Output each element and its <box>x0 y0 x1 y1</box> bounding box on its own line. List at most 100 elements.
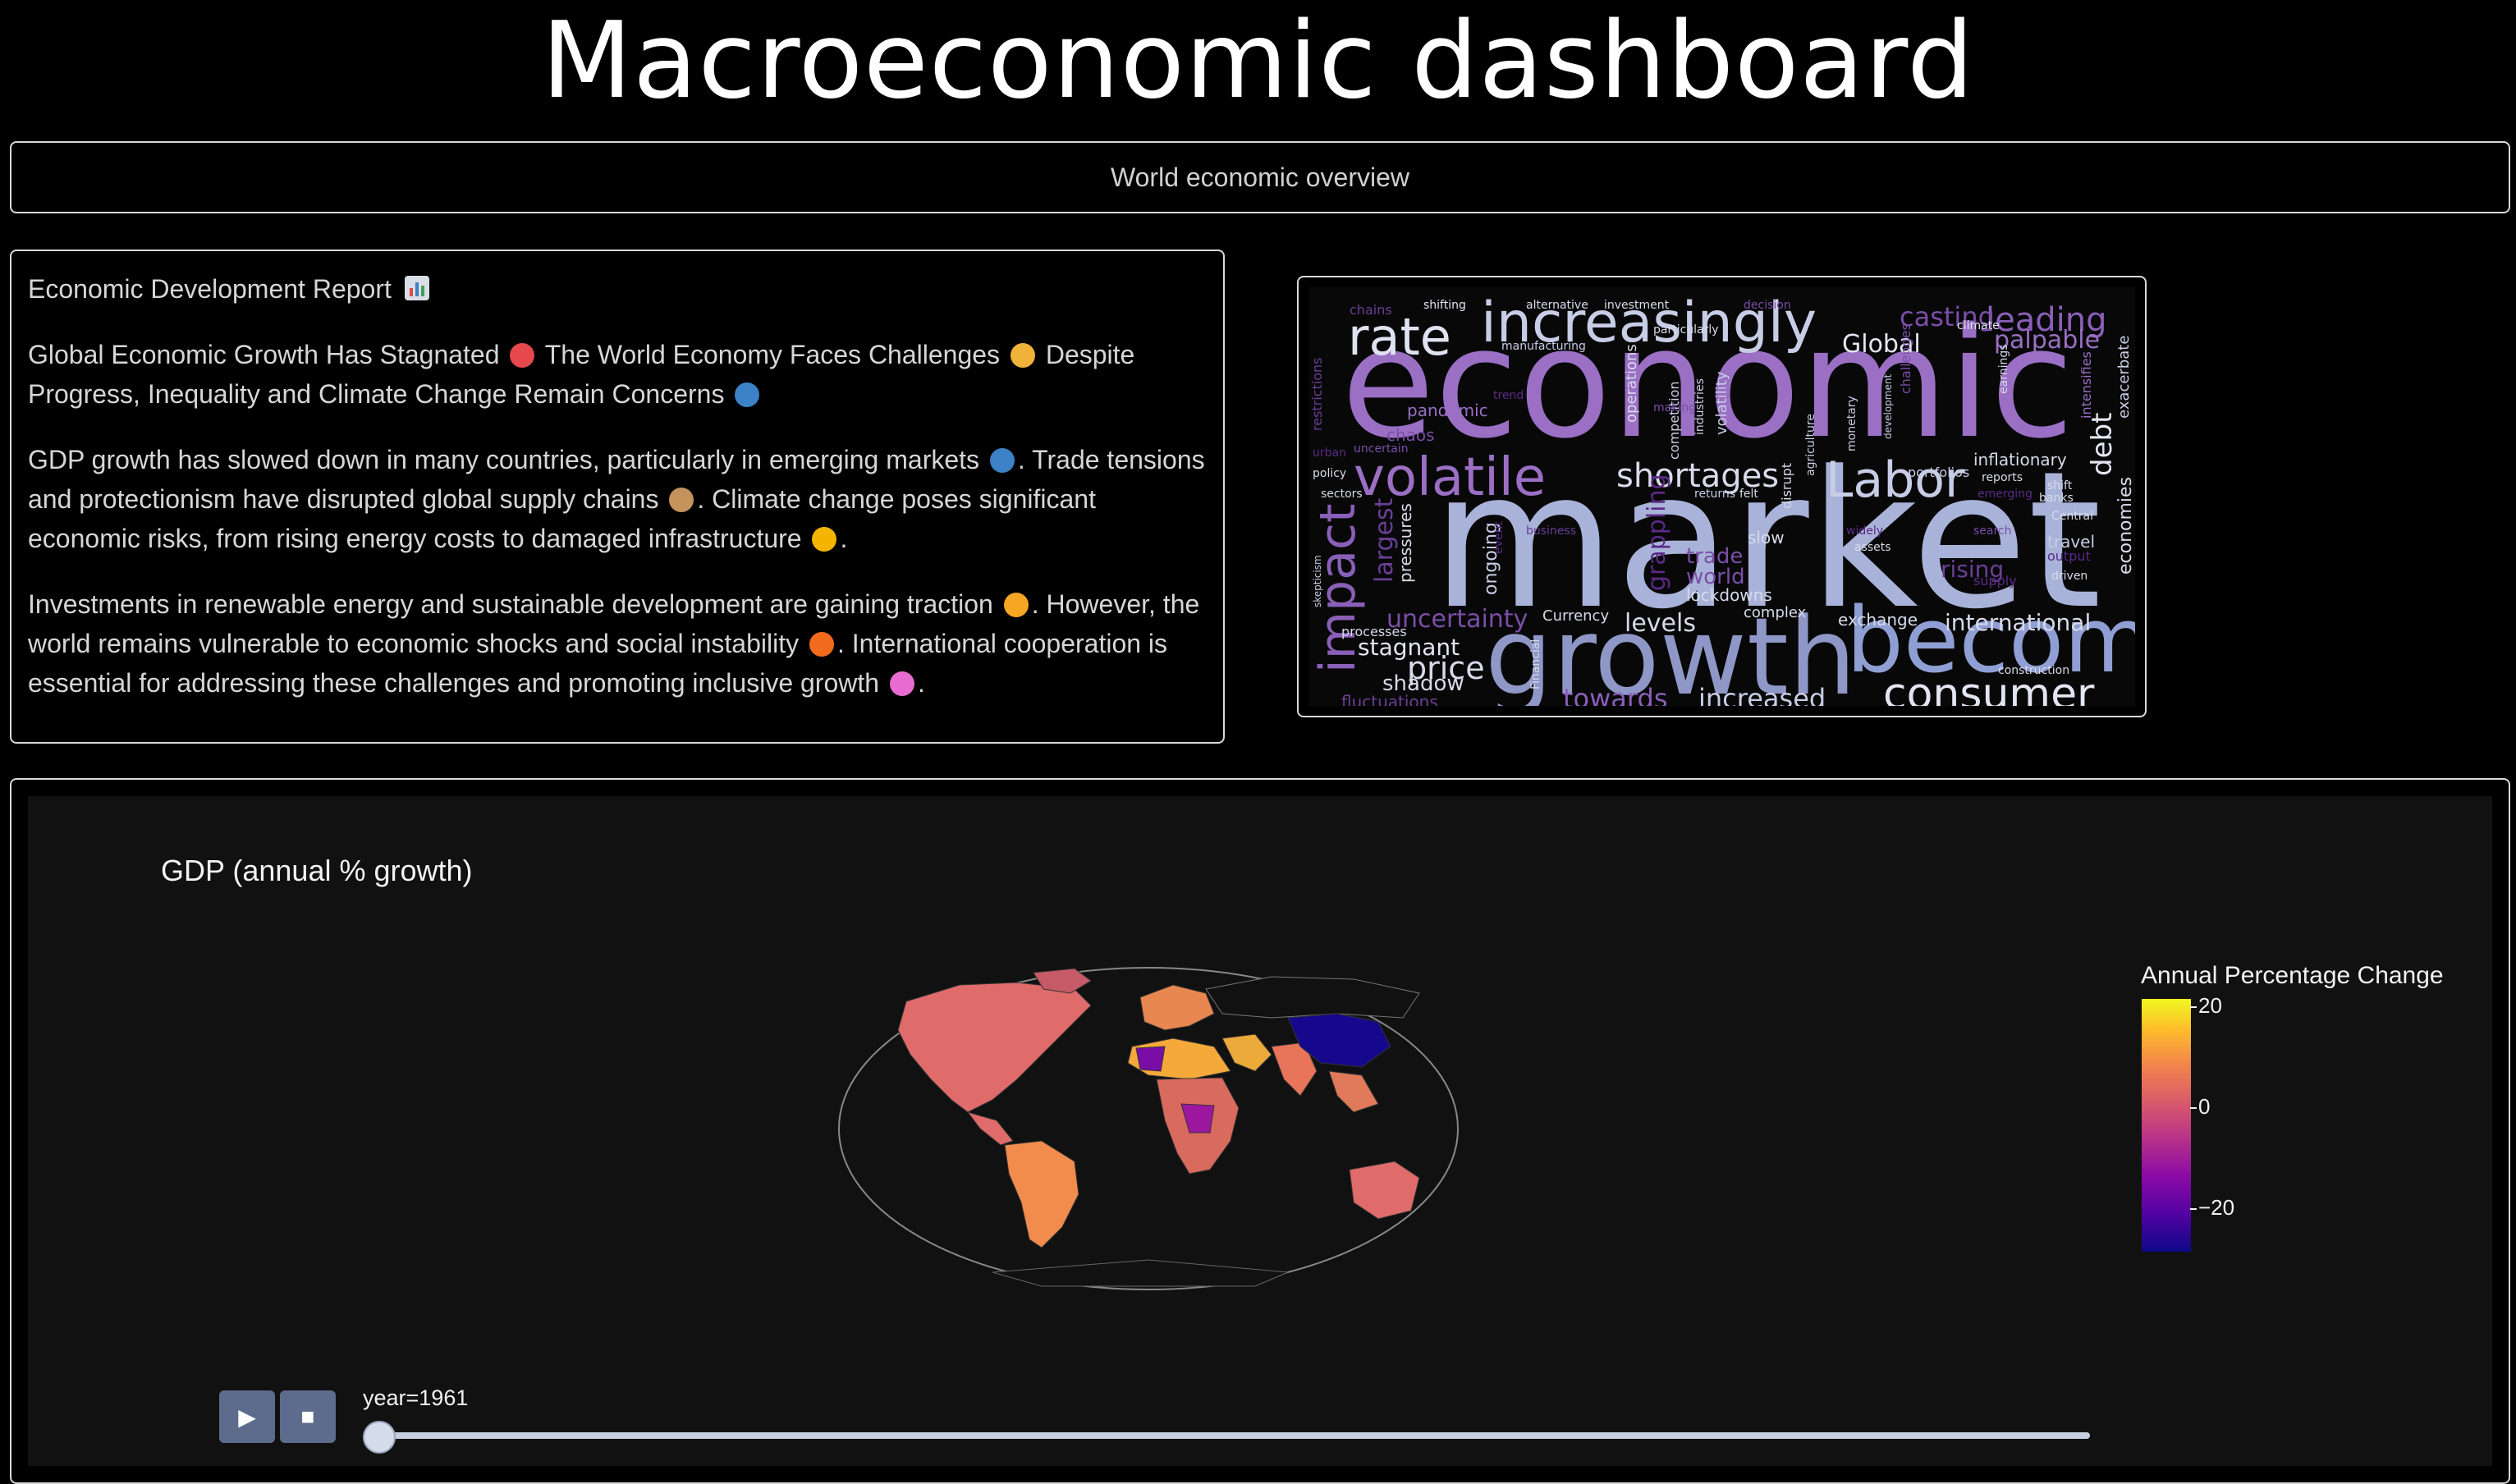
wordcloud-word: towards <box>1563 683 1668 706</box>
year-slider-track[interactable] <box>373 1432 2090 1439</box>
report-text: . Trade tensions and protectionism have … <box>28 445 1205 514</box>
wordcloud-word: alternative <box>1526 299 1588 312</box>
gdp-chart-panel: GDP (annual % growth) Annual Percentage … <box>10 778 2510 1484</box>
wordcloud-word: exacerbate <box>2115 335 2133 419</box>
wordcloud-word: banks <box>2039 492 2074 505</box>
wordcloud-word: lockdowns <box>1686 585 1772 605</box>
wordcloud-word: construction <box>1998 664 2070 677</box>
report-body: Global Economic Growth Has Stagnated The… <box>28 335 1207 703</box>
rainbow-emoji-icon <box>889 671 914 696</box>
colorbar <box>2142 999 2191 1252</box>
gdp-chart-area: GDP (annual % growth) Annual Percentage … <box>28 796 2492 1466</box>
wordcloud-word: competition <box>1666 381 1682 460</box>
wordcloud-word: shifting <box>1423 299 1466 312</box>
play-icon: ▶ <box>238 1404 256 1430</box>
wordcloud-word: shadow <box>1382 671 1464 696</box>
wordcloud-word: leading <box>1986 301 2107 339</box>
wordcloud-word: development <box>1882 373 1894 439</box>
wordcloud-word: market <box>1432 432 2102 651</box>
wordcloud-word: agriculture <box>1804 414 1817 476</box>
sun-emoji-icon <box>812 527 837 552</box>
wordcloud-word: business <box>1526 524 1577 538</box>
wordcloud-word: complex <box>1744 604 1807 621</box>
wordcloud-word: Labor <box>1826 451 1965 509</box>
wordcloud-word: Financial <box>1529 639 1542 689</box>
wordcloud-image: economicmarketgrowthbecome increasingly ra… <box>1308 287 2135 706</box>
flexed-biceps-emoji-icon <box>1010 343 1035 368</box>
wordcloud-word: Central <box>2051 510 2093 523</box>
fire-emoji-icon <box>809 632 834 657</box>
wordcloud-word: international <box>1945 609 2092 636</box>
wordcloud-word: decision <box>1744 299 1791 312</box>
wordcloud-word: palpable <box>1994 326 2101 355</box>
wordcloud-word: Currency <box>1542 607 1610 625</box>
wordcloud-word: policy <box>1313 467 1347 480</box>
report-text: . Climate change poses significant econo… <box>28 484 1096 553</box>
wordcloud-word: debt <box>2086 412 2119 476</box>
map-region-north-america <box>897 982 1092 1113</box>
colorbar-tick-minus20: −20 <box>2189 1195 2235 1220</box>
map-region-china <box>1287 1013 1391 1068</box>
wordcloud-word: pandemic <box>1407 401 1488 420</box>
wordcloud-word: pressures <box>1395 503 1415 583</box>
wordcloud-word: rising <box>1941 556 2005 583</box>
page-title: Macroeconomic dashboard <box>541 0 1975 122</box>
map-region-southeast-asia <box>1328 1070 1379 1113</box>
wordcloud-word: climate <box>1957 319 2000 332</box>
wordcloud-word: search <box>1973 524 2012 538</box>
map-region-middle-east <box>1221 1033 1272 1072</box>
wordcloud-word: stagnant <box>1358 634 1460 661</box>
wordcloud-word: reports <box>1982 471 2023 484</box>
wordcloud-word: increasingly <box>1481 291 1817 355</box>
wordcloud-word: chaos <box>1386 425 1435 445</box>
report-text: . <box>840 524 848 553</box>
map-region-australia <box>1349 1161 1420 1220</box>
globe-emoji-icon <box>989 448 1015 473</box>
wordcloud-word: portfolios <box>1908 465 1970 480</box>
wordcloud-word: skepticism <box>1312 555 1323 607</box>
wordcloud-word: chains <box>1350 302 1392 318</box>
wordcloud-word: slow <box>1748 528 1785 547</box>
wordcloud-word: making <box>1653 401 1696 415</box>
wordcloud-word: rate <box>1348 307 1451 367</box>
wordcloud-word: particularly <box>1653 323 1719 337</box>
subtitle-text: World economic overview <box>1111 162 1409 192</box>
map-region-central-america <box>966 1111 1014 1146</box>
wordcloud-word: restrictions <box>1309 357 1325 431</box>
report-text: Investments in renewable energy and sust… <box>28 589 1001 619</box>
wordcloud-word: travel <box>2047 532 2096 552</box>
report-text: . However, the world remains vulnerable … <box>28 589 1200 658</box>
world-choropleth-map[interactable] <box>828 956 1469 1301</box>
wordcloud-word: Global <box>1842 330 1921 359</box>
stop-button[interactable]: ■ <box>280 1390 336 1443</box>
wordcloud-word: largest <box>1370 497 1399 583</box>
map-region-west-africa-low <box>1135 1046 1166 1072</box>
year-slider-label: year=1961 <box>363 1386 469 1410</box>
wordcloud-word: volatile <box>1354 447 1547 508</box>
wordcloud-word: operations <box>1623 344 1640 423</box>
wordcloud-word: growth <box>1485 594 1857 706</box>
subtitle-banner: World economic overview <box>10 141 2510 213</box>
wordcloud-word: trade <box>1686 544 1744 569</box>
wordcloud-word: assets <box>1854 541 1891 554</box>
wordcloud-word: sectors <box>1321 488 1363 501</box>
wordcloud-word: event <box>1492 521 1505 554</box>
wordcloud-word: processes <box>1341 624 1407 639</box>
wordcloud-word: casting <box>1900 301 1995 332</box>
wordcloud-word: become <box>1846 588 2135 693</box>
wordcloud-word: intensifies <box>2078 351 2094 419</box>
report-text: Global Economic Growth Has Stagnated <box>28 340 507 369</box>
wordcloud-word: urban <box>1313 447 1346 460</box>
wordcloud-word: driven <box>2051 570 2088 583</box>
report-text: . <box>917 668 925 698</box>
chart-title: GDP (annual % growth) <box>161 854 473 887</box>
wordcloud-word: industries <box>1693 378 1707 435</box>
wordcloud-word: supply <box>1973 573 2017 589</box>
wordcloud-word: uncertain <box>1354 442 1409 456</box>
play-button[interactable]: ▶ <box>219 1390 275 1443</box>
report-paragraph: GDP growth has slowed down in many count… <box>28 440 1207 558</box>
stop-icon: ■ <box>300 1404 315 1429</box>
wordcloud-word: shortages <box>1616 457 1780 495</box>
colorbar-title: Annual Percentage Change <box>2141 962 2444 989</box>
year-slider-handle[interactable] <box>363 1421 396 1454</box>
